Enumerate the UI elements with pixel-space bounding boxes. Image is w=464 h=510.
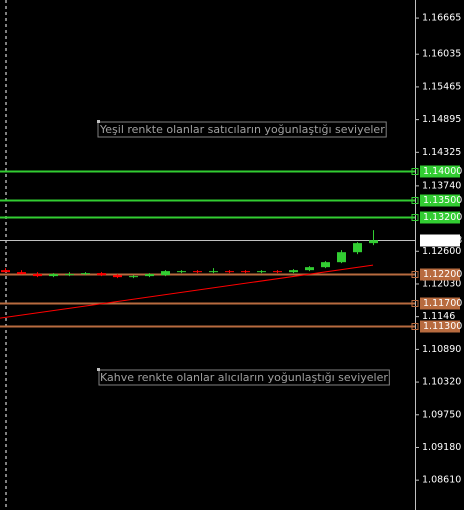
candle-body [337, 252, 346, 263]
level-label-box [420, 234, 460, 247]
candle-body [145, 274, 154, 277]
level-label: 1.12200 [423, 269, 462, 280]
level-label-box [420, 194, 460, 207]
level-label: 1.12793 [423, 235, 462, 246]
candle-body [305, 267, 314, 271]
level-label: 1.13200 [423, 212, 462, 223]
annotation: Kahve renkte olanlar alıcıların yoğunlaş… [100, 371, 388, 384]
candle-body [241, 271, 250, 273]
candle-body [161, 271, 170, 276]
candle-body [113, 275, 122, 278]
level-label-box [420, 268, 460, 281]
level-label: 1.11300 [423, 321, 462, 332]
y-tick-label: 1.12030 [422, 278, 461, 289]
candle-body [33, 274, 42, 277]
level-label-box [420, 320, 460, 333]
y-tick-label: 1.12600 [422, 246, 461, 257]
candle-body [97, 273, 106, 276]
annotation-box [97, 121, 387, 138]
y-tick-label: 1.15465 [422, 81, 461, 92]
level-marker [411, 168, 419, 175]
y-tick-label: 1.10890 [422, 344, 461, 355]
trend-line [0, 264, 374, 319]
candle-body [177, 271, 186, 273]
candle-body [193, 271, 202, 273]
annotation-box [98, 369, 390, 386]
level-marker [411, 323, 419, 330]
y-tick-label: 1.16035 [422, 49, 461, 60]
candle-body [321, 262, 330, 268]
y-tick-label: 1.14895 [422, 114, 461, 125]
candle-body [369, 240, 378, 244]
y-tick-label: 1.13740 [422, 180, 461, 191]
candle-body [49, 274, 58, 277]
level-label: 1.13500 [423, 195, 462, 206]
y-tick-label: 1.14325 [422, 147, 461, 158]
candle-body [209, 271, 218, 273]
candle-body [225, 271, 234, 273]
level-label: 1.11700 [423, 298, 462, 309]
candle-body [17, 272, 26, 275]
candle-body [1, 270, 10, 273]
y-tick-label: 1.09750 [422, 409, 461, 420]
level-label-box [420, 165, 460, 178]
level-marker [411, 197, 419, 204]
level-label-box [420, 297, 460, 310]
level-label-box [420, 211, 460, 224]
y-tick-label: 1.1146 [422, 311, 455, 322]
y-tick-label: 1.09180 [422, 442, 461, 453]
y-tick-label: 1.10320 [422, 377, 461, 388]
annotation: Yeşil renkte olanlar satıcıların yoğunla… [99, 123, 385, 136]
level-marker [411, 300, 419, 307]
candle-body [81, 273, 90, 275]
y-tick-label: 1.08610 [422, 475, 461, 486]
level-marker [411, 214, 419, 221]
candle-body [257, 271, 266, 273]
annotation-anchor [97, 368, 100, 371]
level-marker [411, 271, 419, 278]
candle-body [273, 271, 282, 273]
candle-body [129, 276, 138, 278]
candle-body [289, 270, 298, 273]
annotation-anchor [97, 120, 100, 123]
candle-body [65, 274, 74, 276]
y-tick-label: 1.16665 [422, 13, 461, 24]
candle-body [353, 243, 362, 253]
level-label: 1.14000 [423, 166, 462, 177]
